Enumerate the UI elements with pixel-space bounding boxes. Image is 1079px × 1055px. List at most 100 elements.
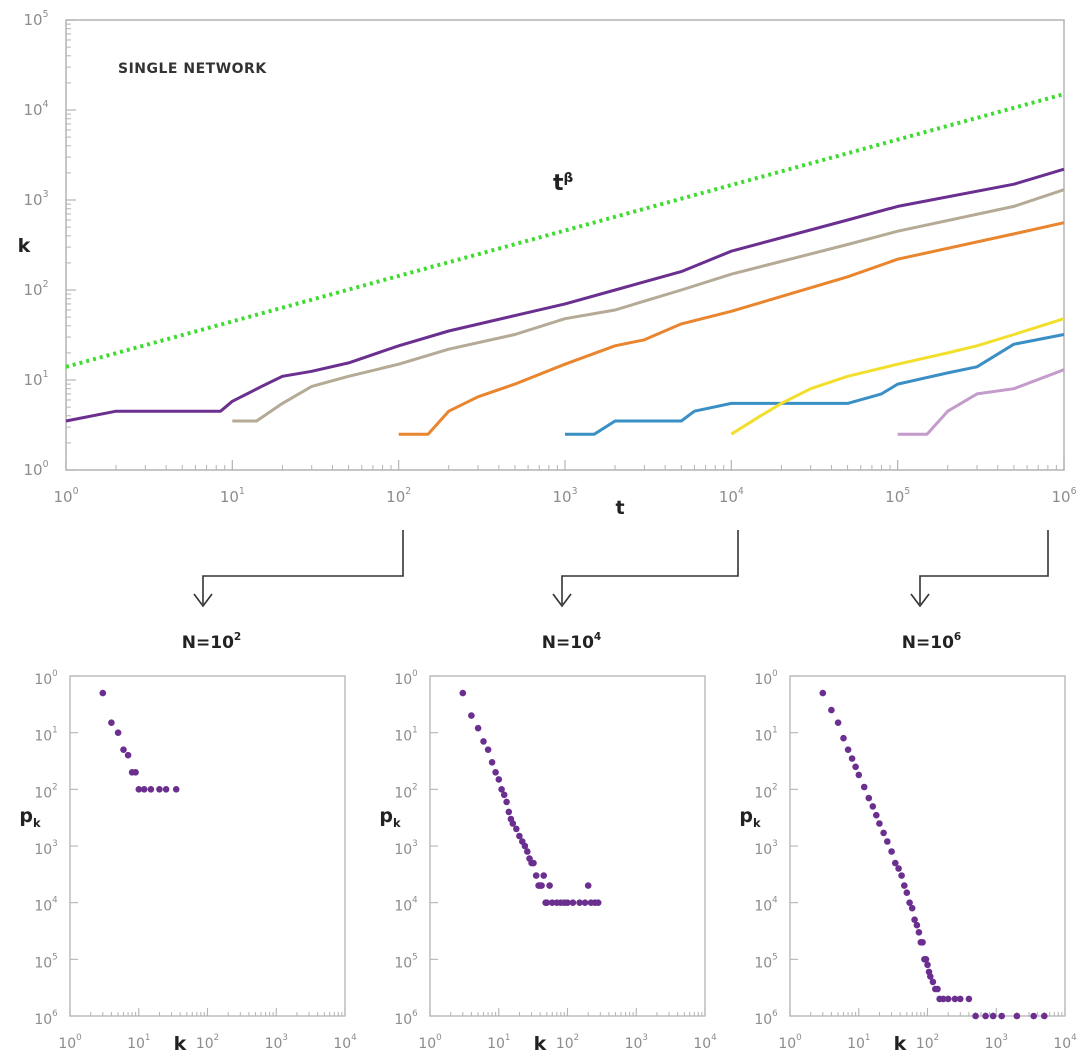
y-tick-label-base: 10 [23, 11, 42, 29]
x-tick-label-base: 10 [265, 1036, 283, 1052]
data-point [852, 763, 859, 771]
y-tick-label: 102 [394, 782, 417, 801]
x-tick-label-exponent: 3 [642, 1033, 648, 1043]
y-tick-label-exponent: 3 [772, 839, 778, 849]
x-tick-label: 104 [693, 1033, 717, 1052]
y-tick-label-exponent: 1 [43, 369, 49, 380]
y-tick-label: 101 [394, 726, 417, 745]
y-tick-label-exponent: 4 [52, 896, 58, 906]
x-tick-label: 105 [885, 486, 910, 506]
y-tick-label: 102 [34, 782, 57, 801]
arrows [193, 530, 1049, 608]
data-point [581, 899, 589, 906]
data-point [156, 786, 163, 793]
y-tick-label: 104 [394, 896, 418, 915]
x-tick-label-exponent: 1 [145, 1033, 151, 1043]
y-tick-label: 106 [34, 1009, 57, 1028]
x-tick-label-exponent: 3 [1002, 1033, 1008, 1043]
data-point [989, 1012, 997, 1020]
x-tick-label-base: 10 [985, 1036, 1003, 1052]
data-point [951, 995, 959, 1003]
data-point [459, 689, 467, 697]
data-point [957, 995, 964, 1003]
x-tick-label-base: 10 [196, 1036, 214, 1052]
data-point [516, 832, 523, 840]
x-tick-label-base: 10 [693, 1036, 711, 1052]
x-tick-label-base: 10 [1053, 1036, 1071, 1052]
x-tick-label-exponent: 4 [711, 1033, 717, 1043]
x-tick-label: 102 [196, 1033, 219, 1052]
data-point [940, 995, 947, 1003]
data-point [498, 786, 505, 793]
data-point [172, 786, 180, 793]
x-tick-label-base: 10 [418, 1036, 436, 1052]
x-tick-label: 102 [386, 486, 411, 506]
y-tick-label-exponent: 4 [772, 896, 778, 906]
y-tick-label: 105 [23, 9, 48, 29]
x-tick-label-exponent: 0 [76, 1033, 82, 1043]
data-point [135, 786, 143, 793]
y-tick-label-exponent: 0 [43, 459, 49, 470]
data-point [895, 865, 902, 872]
data-point [532, 872, 540, 879]
data-point [114, 729, 122, 736]
data-point [468, 712, 475, 719]
y-tick-label-base: 10 [754, 1012, 772, 1028]
data-point [903, 889, 911, 896]
y-tick-label: 105 [34, 952, 57, 971]
y-tick-label-base: 10 [754, 955, 772, 971]
reference-line-label-exponent: β [564, 170, 574, 186]
data-point [965, 995, 973, 1003]
y-tick-label-exponent: 1 [52, 726, 58, 736]
y-tick-label: 105 [754, 952, 777, 971]
x-tick-label: 103 [265, 1033, 288, 1052]
y-tick-label-base: 10 [754, 899, 772, 915]
data-point [913, 921, 921, 929]
data-point [120, 746, 127, 753]
x-tick-label: 100 [53, 486, 78, 506]
x-tick-label: 101 [847, 1033, 870, 1052]
arrow-head-3 [910, 593, 930, 608]
x-tick-label-exponent: 3 [572, 486, 578, 497]
y-tick-label: 104 [754, 896, 778, 915]
data-point [584, 882, 592, 889]
series-line-1 [65, 167, 1065, 423]
data-point [819, 689, 827, 697]
data-point [108, 719, 115, 726]
data-point [492, 769, 499, 776]
arrow-head-1 [193, 593, 213, 608]
y-tick-label-base: 10 [34, 1012, 52, 1028]
data-point [543, 899, 551, 906]
x-tick-label: 100 [58, 1033, 81, 1052]
data-point [884, 838, 891, 845]
x-tick-label: 103 [625, 1033, 648, 1052]
y-tick-label-exponent: 5 [412, 952, 418, 962]
plot-title-base: N=10 [182, 633, 234, 653]
data-point [484, 746, 492, 753]
x-tick-label: 103 [985, 1033, 1008, 1052]
arrow-2 [561, 530, 739, 604]
y-tick-label: 103 [34, 839, 57, 858]
y-axis-label: pk [19, 805, 41, 830]
data-point [524, 848, 531, 855]
reference-line-t-beta [65, 92, 1065, 369]
y-tick-label: 101 [34, 726, 57, 745]
x-tick-label-base: 10 [556, 1036, 574, 1052]
y-tick-label: 106 [754, 1009, 777, 1028]
y-tick-label-base: 10 [754, 672, 772, 688]
x-axis-label: k [894, 1033, 907, 1055]
y-tick-label-exponent: 5 [43, 9, 49, 20]
x-tick-label: 106 [1051, 486, 1076, 506]
data-point [892, 859, 899, 867]
data-point [480, 738, 487, 745]
y-tick-label: 103 [23, 189, 48, 209]
data-point [488, 759, 496, 766]
data-point [915, 929, 923, 936]
plot-title-base: N=10 [902, 633, 954, 653]
y-axis-label-base: p [379, 805, 393, 827]
x-tick-label-exponent: 4 [738, 486, 744, 497]
series-line-5 [730, 317, 1065, 436]
data-point [998, 1012, 1005, 1020]
data-point [576, 899, 583, 906]
